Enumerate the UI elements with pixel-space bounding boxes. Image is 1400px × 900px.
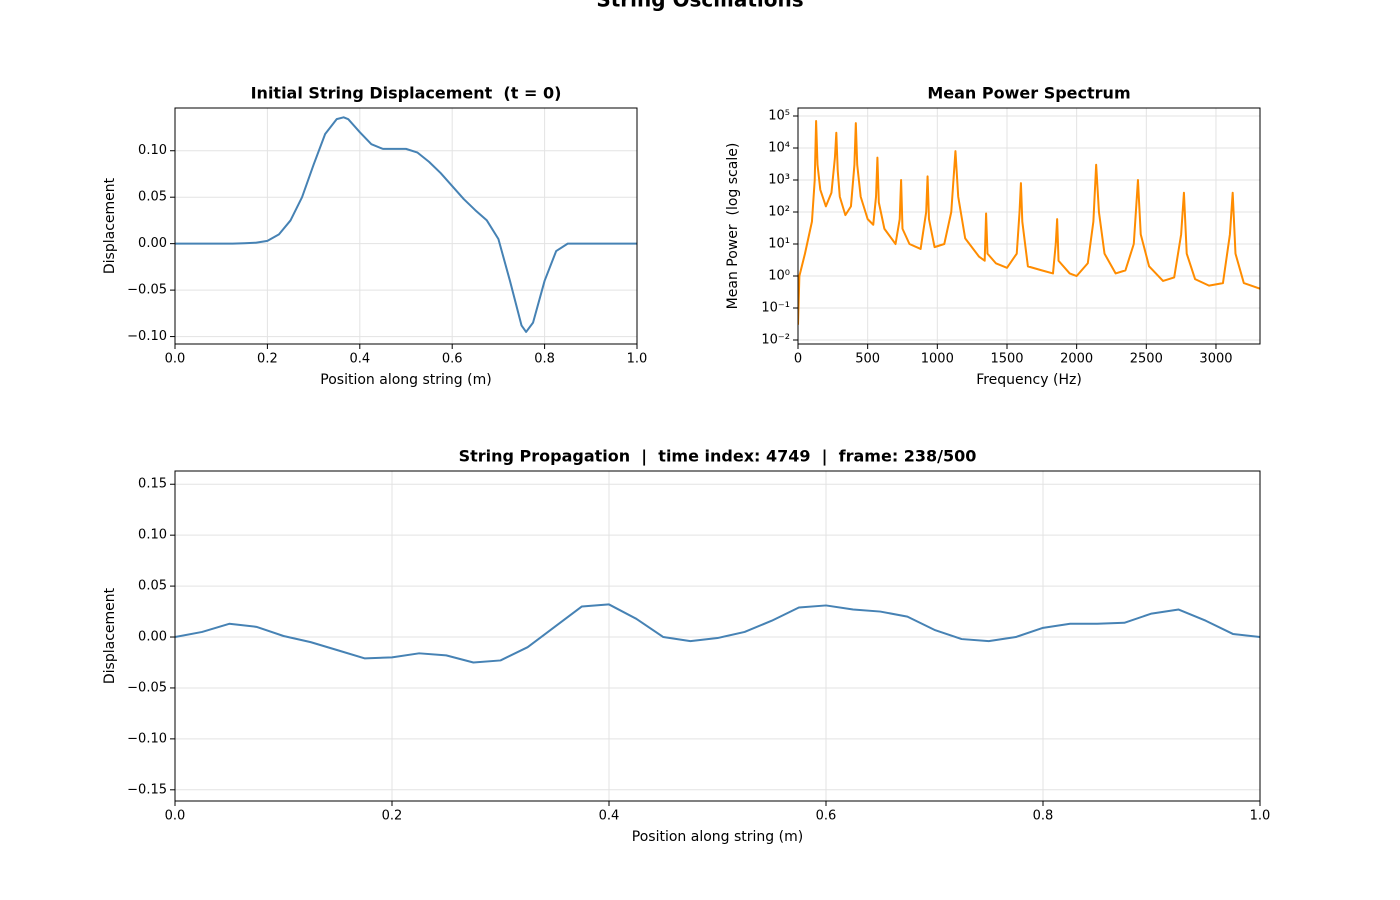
chart-title: Mean Power Spectrum: [927, 84, 1130, 103]
x-tick-label: 0.4: [349, 352, 370, 367]
y-tick-label: 0.05: [138, 190, 167, 205]
plot-frame: [174, 107, 638, 345]
figure-title: String Oscillations: [596, 0, 803, 12]
x-tick-label: 1500: [990, 352, 1023, 367]
chart-title: Initial String Displacement (t = 0): [251, 84, 562, 103]
y-tick-label: 10²: [768, 205, 790, 220]
y-tick-label: 10¹: [768, 237, 790, 252]
y-tick-label: 10⁵: [768, 109, 790, 124]
y-tick-label: −0.05: [127, 283, 167, 298]
y-tick-label: −0.10: [127, 731, 167, 746]
y-tick-label: 10⁻²: [761, 333, 790, 348]
y-tick-label: −0.05: [127, 680, 167, 695]
data-line: [798, 119, 1260, 325]
y-axis-label: Mean Power (log scale): [725, 143, 741, 310]
y-axis-label: Displacement: [102, 177, 118, 274]
x-tick-label: 0.6: [816, 809, 837, 824]
y-tick-label: 0.05: [138, 579, 167, 594]
data-line: [175, 603, 1260, 664]
y-tick-label: −0.15: [127, 782, 167, 797]
x-axis-label: Position along string (m): [320, 372, 491, 388]
y-tick-label: 10⁰: [768, 269, 790, 284]
x-tick-label: 0.6: [442, 352, 463, 367]
y-tick-label: 0.15: [138, 477, 167, 492]
plot-frame: [174, 470, 1261, 802]
y-tick-label: 10⁴: [768, 141, 790, 156]
data-line: [175, 116, 637, 333]
y-tick-label: 10³: [768, 173, 790, 188]
chart-title: String Propagation | time index: 4749 | …: [459, 447, 977, 467]
x-tick-label: 1.0: [627, 352, 648, 367]
y-tick-label: 0.00: [138, 630, 167, 645]
y-tick-label: 0.00: [138, 236, 167, 251]
x-tick-label: 500: [855, 352, 880, 367]
y-tick-label: 0.10: [138, 528, 167, 543]
y-axis-label: Displacement: [102, 587, 118, 684]
x-tick-label: 0.0: [165, 809, 186, 824]
x-tick-label: 0.2: [382, 809, 403, 824]
y-tick-label: 10⁻¹: [761, 301, 790, 316]
x-tick-label: 3000: [1199, 352, 1232, 367]
x-tick-label: 0.4: [599, 809, 620, 824]
x-tick-label: 1.0: [1250, 809, 1271, 824]
x-tick-label: 0: [794, 352, 802, 367]
x-tick-label: 0.0: [165, 352, 186, 367]
x-tick-label: 2000: [1060, 352, 1093, 367]
plot-frame: [797, 107, 1261, 345]
x-tick-label: 1000: [921, 352, 954, 367]
x-tick-label: 0.2: [257, 352, 278, 367]
y-tick-label: 0.10: [138, 143, 167, 158]
x-axis-label: Position along string (m): [632, 829, 803, 845]
x-axis-label: Frequency (Hz): [976, 372, 1082, 388]
x-tick-label: 2500: [1130, 352, 1163, 367]
x-tick-label: 0.8: [1033, 809, 1054, 824]
y-tick-label: −0.10: [127, 329, 167, 344]
x-tick-label: 0.8: [534, 352, 555, 367]
